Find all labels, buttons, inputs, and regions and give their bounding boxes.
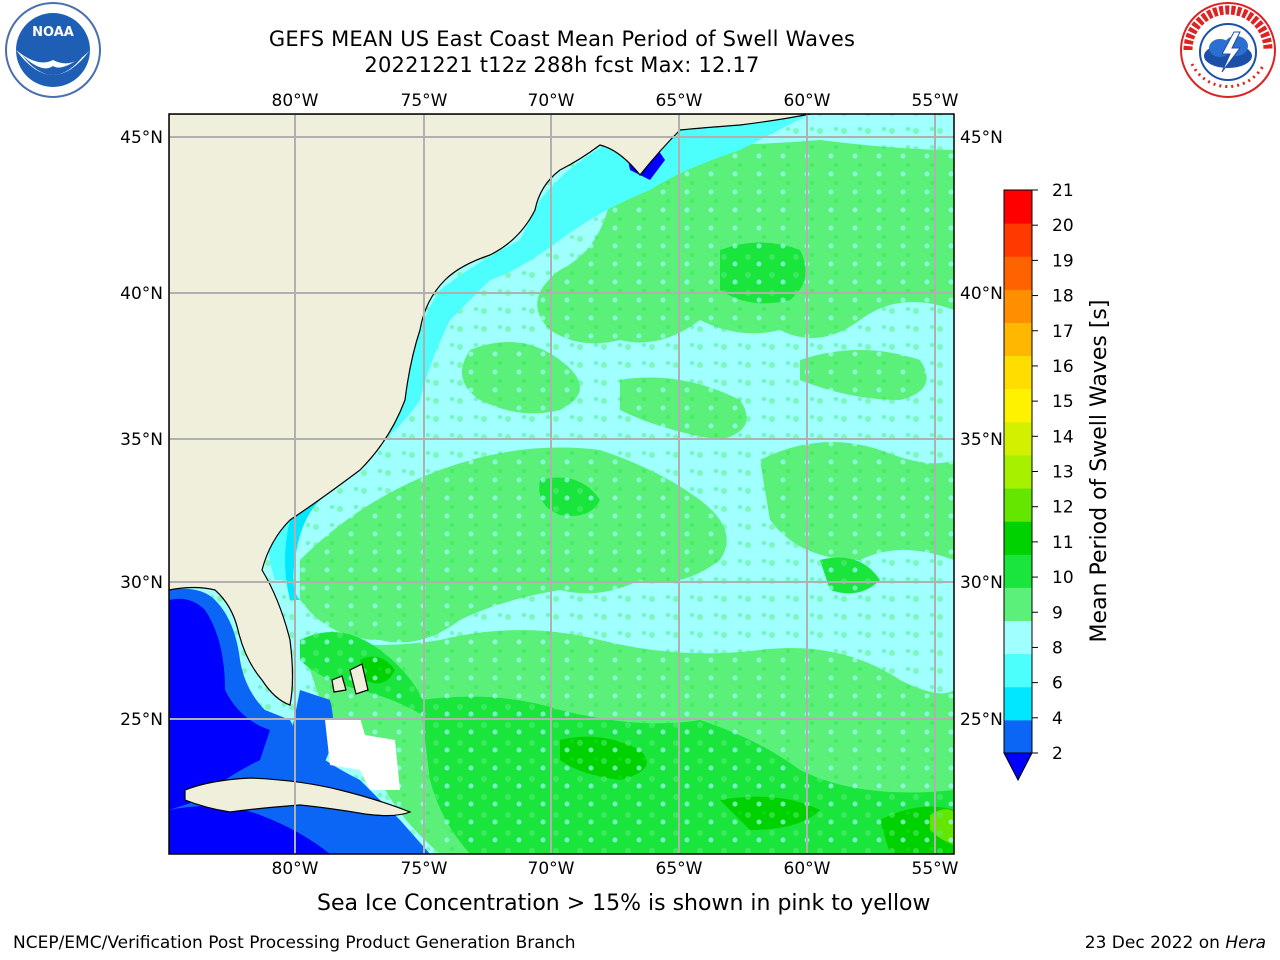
lon-label: 60°W <box>784 91 831 111</box>
lon-label: 80°W <box>272 91 319 111</box>
land <box>169 114 811 817</box>
colorbar-ticks: 2 4 6 8 9 10 11 12 13 14 15 16 17 18 19 20 21 <box>1032 181 1074 764</box>
lat-label: 25°N <box>960 710 1003 730</box>
map-frame <box>168 113 955 855</box>
lon-label: 80°W <box>272 859 319 879</box>
lat-label: 30°N <box>120 573 163 593</box>
lat-label: 35°N <box>120 430 163 450</box>
colorbar-tick-label: 6 <box>1052 674 1063 694</box>
colorbar-segments <box>1003 189 1033 782</box>
colorbar-segment <box>1004 620 1032 655</box>
coastal-band <box>266 114 810 580</box>
colorbar-segment <box>1004 488 1032 522</box>
lat-labels-right: 45°N 40°N 35°N 30°N 25°N <box>960 128 1003 730</box>
graticule <box>169 114 954 854</box>
lon-labels-top: 80°W 75°W 70°W 65°W 60°W 55°W <box>272 91 959 111</box>
colorbar-segment <box>1004 719 1032 754</box>
map-title: GEFS MEAN US East Coast Mean Period of S… <box>268 27 856 51</box>
no-data-region <box>325 718 400 790</box>
lon-label: 70°W <box>528 91 575 111</box>
map-subtitle: 20221221 t12z 288h fcst Max: 12.17 <box>364 53 760 77</box>
colorbar-tick-label: 19 <box>1052 251 1074 271</box>
lat-label: 40°N <box>960 284 1003 304</box>
lon-labels-bottom: 80°W 75°W 70°W 65°W 60°W 55°W <box>272 859 959 879</box>
colorbar-tick-label: 16 <box>1052 357 1074 377</box>
lat-label: 40°N <box>120 284 163 304</box>
colorbar-segment <box>1004 653 1032 688</box>
noaa-wordmark: NOAA <box>32 25 74 40</box>
colorbar-segment <box>1004 289 1032 323</box>
colorbar-segment <box>1004 190 1032 224</box>
colorbar-tick-label: 10 <box>1052 568 1074 588</box>
nws-logo <box>1180 2 1276 98</box>
colorbar-segment <box>1004 421 1032 456</box>
colorbar-tick-label: 17 <box>1052 322 1074 342</box>
caribbean-blue <box>169 806 330 854</box>
colorbar-tick-label: 18 <box>1052 287 1074 307</box>
lon-label: 65°W <box>656 91 703 111</box>
lat-label: 35°N <box>960 430 1003 450</box>
colorbar-tick-label: 2 <box>1052 744 1063 764</box>
lon-label: 60°W <box>784 859 831 879</box>
colorbar-segment <box>1004 388 1032 423</box>
lat-labels-left: 45°N 40°N 35°N 30°N 25°N <box>120 128 163 730</box>
colorbar-tick-label: 13 <box>1052 463 1074 483</box>
colorbar-tick-label: 11 <box>1052 533 1074 553</box>
sea-ice-note: Sea Ice Concentration > 15% is shown in … <box>317 891 931 916</box>
colorbar-segment <box>1004 256 1032 290</box>
colorbar-label: Mean Period of Swell Waves [s] <box>1087 300 1112 643</box>
colorbar-segment <box>1004 454 1032 489</box>
bahamas-blue <box>290 690 334 770</box>
colorbar-segment <box>1004 355 1032 390</box>
lat-label: 30°N <box>960 573 1003 593</box>
noaa-logo: NOAA <box>5 2 101 98</box>
colorbar-segment <box>1004 587 1032 622</box>
lon-label: 55°W <box>912 91 959 111</box>
colorbar-segment <box>1004 686 1032 721</box>
colorbar-tick-label: 8 <box>1052 638 1063 658</box>
gulf-deep-blue <box>169 598 270 810</box>
colorbar-tick-label: 9 <box>1052 603 1063 623</box>
colorbar-tick-label: 14 <box>1052 427 1074 447</box>
lon-label: 70°W <box>528 859 575 879</box>
lon-label: 65°W <box>656 859 703 879</box>
date-line: 23 Dec 2022 on Hera <box>1085 933 1266 953</box>
colorbar-segment <box>1004 554 1032 588</box>
lon-label: 75°W <box>401 91 448 111</box>
colorbar-segment <box>1004 223 1032 257</box>
map-field <box>169 114 954 854</box>
colorbar-under-arrow <box>1003 752 1033 782</box>
colorbar-tick-label: 21 <box>1052 181 1074 201</box>
lat-label: 45°N <box>120 128 163 148</box>
host-name: Hera <box>1225 933 1266 953</box>
lon-label: 55°W <box>912 859 959 879</box>
colorbar-segment <box>1004 322 1032 357</box>
colorbar-tick-label: 15 <box>1052 392 1074 412</box>
colorbar-segment <box>1004 521 1032 555</box>
date-text: 23 Dec 2022 on <box>1084 933 1220 953</box>
colorbar-tick-label: 12 <box>1052 498 1074 518</box>
coastal-band-inner <box>285 500 320 600</box>
lat-label: 45°N <box>960 128 1003 148</box>
lon-label: 75°W <box>401 859 448 879</box>
credit-line: NCEP/EMC/Verification Post Processing Pr… <box>13 933 576 953</box>
lat-label: 25°N <box>120 710 163 730</box>
colorbar-tick-label: 20 <box>1052 216 1074 236</box>
colorbar-tick-label: 4 <box>1052 709 1063 729</box>
